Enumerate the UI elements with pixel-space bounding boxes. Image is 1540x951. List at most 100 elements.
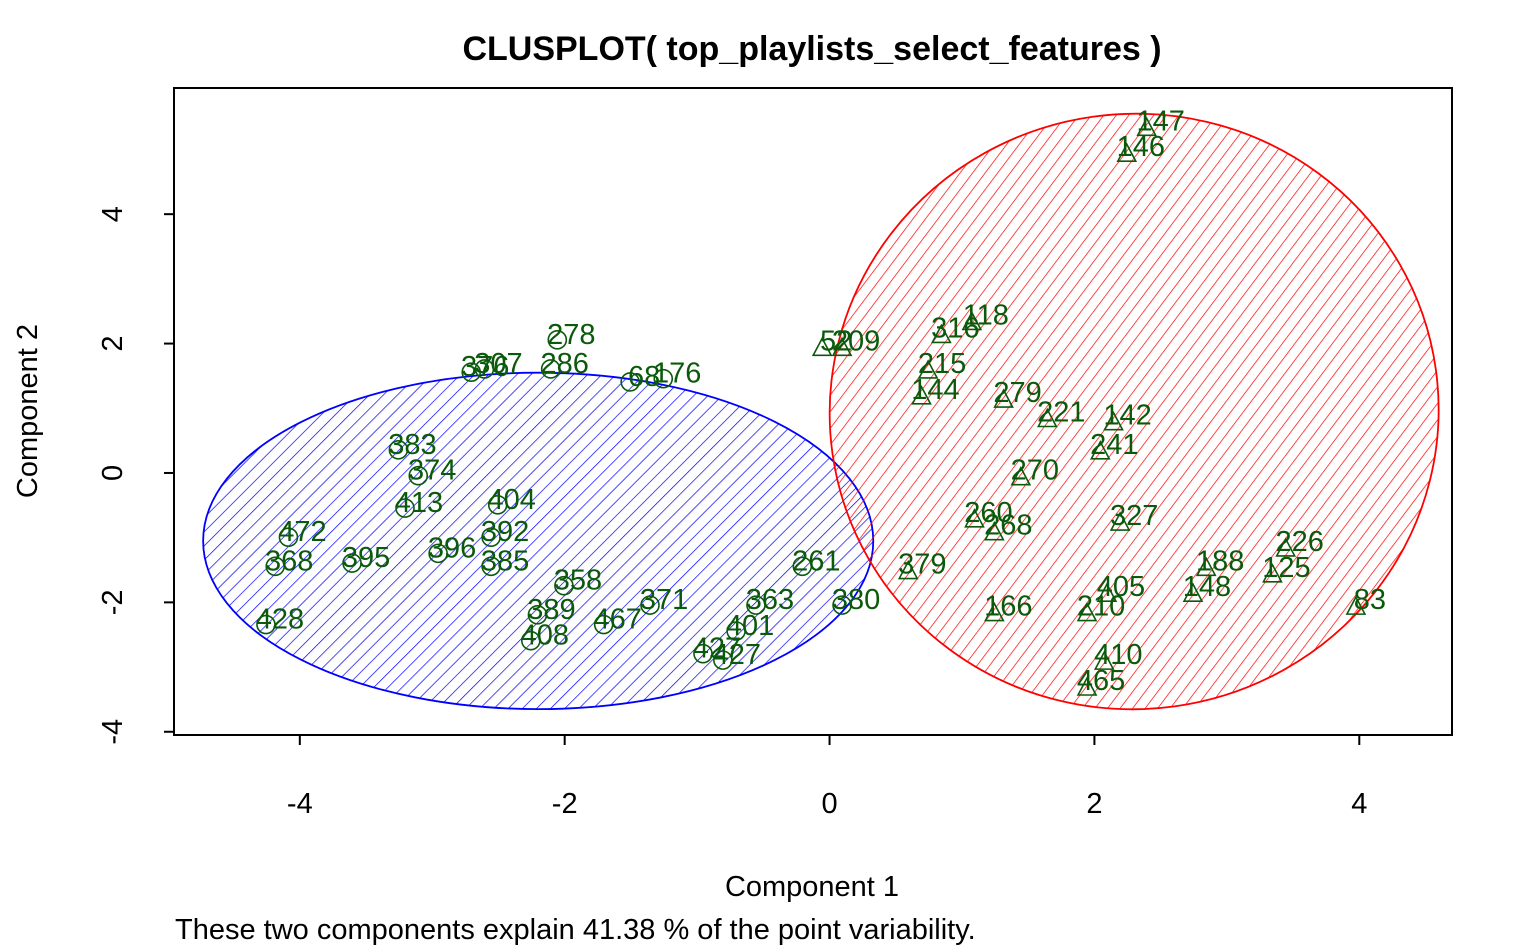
point-marker-circle xyxy=(265,556,286,577)
data-point: 260 xyxy=(964,497,1013,529)
y-tick-label: -2 xyxy=(97,589,129,615)
x-tick-label: 2 xyxy=(1086,788,1102,820)
point-label: 395 xyxy=(342,542,390,574)
data-point: 395 xyxy=(342,542,390,574)
point-marker-triangle xyxy=(984,601,1005,622)
y-tick-label: -4 xyxy=(97,719,129,745)
data-point: 125 xyxy=(1262,552,1311,584)
data-point: 465 xyxy=(1076,665,1125,697)
point-marker-circle xyxy=(521,630,541,651)
point-label: 221 xyxy=(1037,397,1085,429)
point-label: 210 xyxy=(1077,591,1125,623)
data-point: 221 xyxy=(1036,397,1086,429)
point-label: 392 xyxy=(481,516,529,548)
data-point: 148 xyxy=(1182,571,1231,603)
point-label: 188 xyxy=(1196,545,1244,577)
point-label: 383 xyxy=(388,429,436,461)
data-point: 261 xyxy=(792,545,840,577)
point-label: 118 xyxy=(963,299,1009,331)
data-point: 209 xyxy=(831,325,880,357)
data-point: 241 xyxy=(1089,429,1138,461)
point-marker-triangle xyxy=(1076,676,1098,696)
point-marker-circle xyxy=(474,359,495,379)
point-marker-triangle xyxy=(1096,582,1118,602)
point-marker-circle xyxy=(408,465,429,486)
data-point: 401 xyxy=(726,610,774,642)
point-label: 396 xyxy=(428,532,476,564)
point-marker-circle xyxy=(726,621,746,641)
point-marker-triangle xyxy=(1116,142,1138,163)
point-marker-circle xyxy=(693,643,713,664)
point-marker-circle xyxy=(620,372,640,392)
point-marker-triangle xyxy=(1103,411,1124,431)
x-axis-label: Component 1 xyxy=(725,871,899,903)
point-label: 371 xyxy=(640,584,688,616)
x-tick-label: -2 xyxy=(552,788,578,820)
point-label: 408 xyxy=(521,620,569,652)
point-label: 405 xyxy=(1097,571,1145,603)
data-point: 144 xyxy=(911,374,960,406)
point-marker-triangle xyxy=(964,508,985,528)
point-label: 358 xyxy=(554,565,602,597)
point-label: 379 xyxy=(898,549,946,581)
cluster-ellipses xyxy=(202,112,1440,711)
point-label: 176 xyxy=(653,358,701,390)
data-point: 279 xyxy=(993,377,1042,409)
data-point: 389 xyxy=(527,594,575,626)
point-label: 166 xyxy=(984,591,1032,623)
data-point: 270 xyxy=(1010,455,1059,487)
point-marker-circle xyxy=(792,556,813,577)
point-label: 215 xyxy=(918,348,966,380)
data-point: 146 xyxy=(1116,131,1165,163)
data-point: 374 xyxy=(408,455,456,487)
point-marker-circle xyxy=(395,498,415,518)
point-label: 389 xyxy=(527,594,575,626)
data-point: 142 xyxy=(1103,400,1152,432)
data-point: 380 xyxy=(832,584,880,616)
y-tick-label: 0 xyxy=(97,465,129,481)
point-marker-triangle xyxy=(1195,556,1217,577)
data-point: 368 xyxy=(265,545,313,577)
point-marker-circle xyxy=(278,527,299,547)
point-label: 401 xyxy=(726,610,774,642)
point-marker-circle xyxy=(547,330,568,350)
cluster-ellipse-2 xyxy=(828,112,1440,711)
point-label: 427 xyxy=(693,633,741,665)
y-tick-label: 2 xyxy=(97,335,129,351)
point-label: 316 xyxy=(931,312,979,344)
point-label: 52 xyxy=(820,325,852,357)
point-label: 209 xyxy=(832,325,880,357)
data-point: 166 xyxy=(984,591,1033,623)
point-label: 270 xyxy=(1011,455,1059,487)
y-tick-label: 4 xyxy=(97,206,129,222)
point-label: 467 xyxy=(593,604,641,636)
point-label: 380 xyxy=(832,584,880,616)
point-marker-circle xyxy=(342,553,362,573)
point-marker-circle xyxy=(481,527,501,547)
data-point: 385 xyxy=(481,545,529,577)
point-marker-triangle xyxy=(1036,407,1058,428)
point-label: 368 xyxy=(265,545,313,577)
data-point: 472 xyxy=(278,516,326,548)
data-point: 358 xyxy=(554,565,602,597)
point-label: 385 xyxy=(481,545,529,577)
data-point: 327 xyxy=(1109,500,1158,532)
point-label: 144 xyxy=(911,374,959,406)
x-tick-label: -4 xyxy=(287,788,313,820)
data-point: 316 xyxy=(931,312,980,344)
point-label: 278 xyxy=(547,319,595,351)
point-marker-triangle xyxy=(961,310,983,331)
data-point: 52 xyxy=(811,325,852,357)
point-marker-triangle xyxy=(1076,601,1098,622)
data-point: 83 xyxy=(1345,584,1386,616)
point-label: 427 xyxy=(713,639,761,671)
point-label: 410 xyxy=(1094,639,1142,671)
chart-title: CLUSPLOT( top_playlists_select_features … xyxy=(462,30,1161,68)
point-label: 363 xyxy=(746,584,794,616)
data-point: 210 xyxy=(1076,591,1125,623)
variability-caption: These two components explain 41.38 % of … xyxy=(175,914,976,946)
data-point: 413 xyxy=(395,487,443,519)
point-marker-circle xyxy=(746,595,766,615)
point-label: 428 xyxy=(256,604,304,636)
point-marker-triangle xyxy=(1275,537,1297,557)
